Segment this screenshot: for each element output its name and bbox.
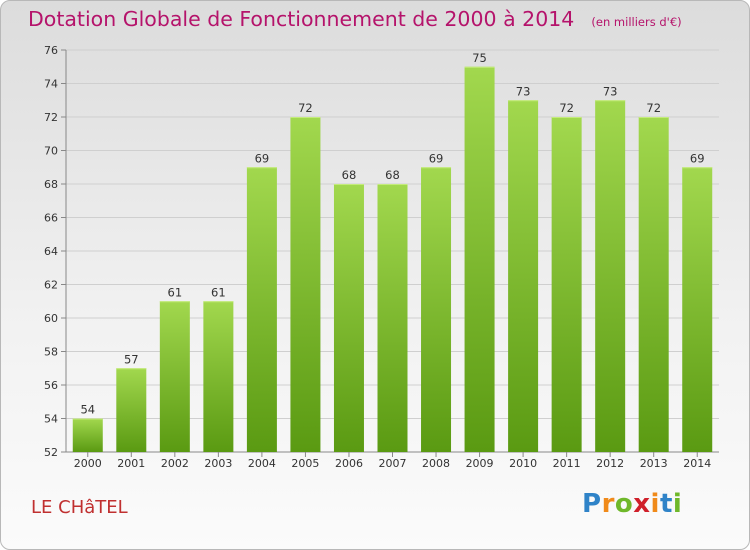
brand-letter: o xyxy=(614,489,634,519)
bar xyxy=(551,117,582,452)
x-tick-label: 2011 xyxy=(553,457,581,470)
brand-letter: P xyxy=(582,489,602,519)
y-tick-label: 58 xyxy=(44,346,58,359)
chart-title: Dotation Globale de Fonctionnement de 20… xyxy=(28,7,575,31)
bar xyxy=(595,100,626,452)
bar xyxy=(72,418,103,452)
x-tick-label: 2001 xyxy=(117,457,145,470)
data-label: 73 xyxy=(516,84,531,98)
x-tick-label: 2013 xyxy=(640,457,668,470)
data-label: 54 xyxy=(80,403,95,417)
bar xyxy=(377,184,408,452)
x-tick-label: 2005 xyxy=(291,457,319,470)
data-labels: 54 57 61 61 69 72 68 68 69 75 73 72 73 72 69 xyxy=(80,51,704,417)
bar xyxy=(682,167,713,452)
brand-letter: x xyxy=(633,489,651,519)
x-tick-label: 2004 xyxy=(248,457,276,470)
brand-logo: Proxiti xyxy=(582,489,682,519)
x-tick-label: 2002 xyxy=(161,457,189,470)
bar xyxy=(464,66,495,452)
bar xyxy=(508,100,539,452)
y-tick-label: 68 xyxy=(44,178,58,191)
bar xyxy=(333,184,364,452)
bar xyxy=(638,117,669,452)
bars xyxy=(72,66,713,452)
x-tick-label: 2012 xyxy=(596,457,624,470)
data-label: 68 xyxy=(342,168,357,182)
y-tick-label: 52 xyxy=(44,446,58,459)
x-tick-label: 2010 xyxy=(509,457,537,470)
place-name: LE CHâTEL xyxy=(31,497,128,518)
y-tick-label: 62 xyxy=(44,279,58,292)
title-row: Dotation Globale de Fonctionnement de 20… xyxy=(28,7,682,31)
x-tick-label: 2014 xyxy=(683,457,711,470)
y-tick-label: 70 xyxy=(44,145,58,158)
data-label: 72 xyxy=(298,101,313,115)
brand-letter: r xyxy=(601,489,615,519)
data-label: 75 xyxy=(472,51,487,65)
y-tick-label: 76 xyxy=(44,44,58,57)
y-tick-label: 56 xyxy=(44,379,58,392)
data-label: 69 xyxy=(429,151,444,165)
data-label: 73 xyxy=(603,84,618,98)
x-tick-label: 2006 xyxy=(335,457,363,470)
bar xyxy=(159,301,190,452)
brand-letter: t xyxy=(659,489,673,519)
y-tick-label: 72 xyxy=(44,111,58,124)
x-tick-label: 2007 xyxy=(379,457,407,470)
x-tick-label: 2008 xyxy=(422,457,450,470)
y-tick-label: 74 xyxy=(44,78,58,91)
y-tick-label: 54 xyxy=(44,413,58,426)
data-label: 69 xyxy=(255,151,270,165)
y-tick-label: 64 xyxy=(44,245,58,258)
y-tick-label: 60 xyxy=(44,312,58,325)
bar xyxy=(116,368,147,452)
data-label: 61 xyxy=(168,285,183,299)
data-label: 57 xyxy=(124,352,139,366)
x-tick-label: 2000 xyxy=(74,457,102,470)
data-label: 72 xyxy=(559,101,574,115)
data-label: 61 xyxy=(211,285,226,299)
x-tick-label: 2003 xyxy=(204,457,232,470)
x-tick-label: 2009 xyxy=(466,457,494,470)
axes: 52 54 56 58 60 62 64 66 68 70 72 74 76 2000 2001 2002 20… xyxy=(44,44,719,470)
brand-letter: i xyxy=(672,489,683,519)
bar xyxy=(246,167,277,452)
data-label: 69 xyxy=(690,151,705,165)
bar xyxy=(290,117,321,452)
y-tick-label: 66 xyxy=(44,212,58,225)
brand-letter: i xyxy=(650,489,660,519)
data-label: 68 xyxy=(385,168,400,182)
bar xyxy=(421,167,452,452)
data-label: 72 xyxy=(646,101,661,115)
chart-unit: (en milliers d'€) xyxy=(591,15,682,29)
bar xyxy=(203,301,234,452)
